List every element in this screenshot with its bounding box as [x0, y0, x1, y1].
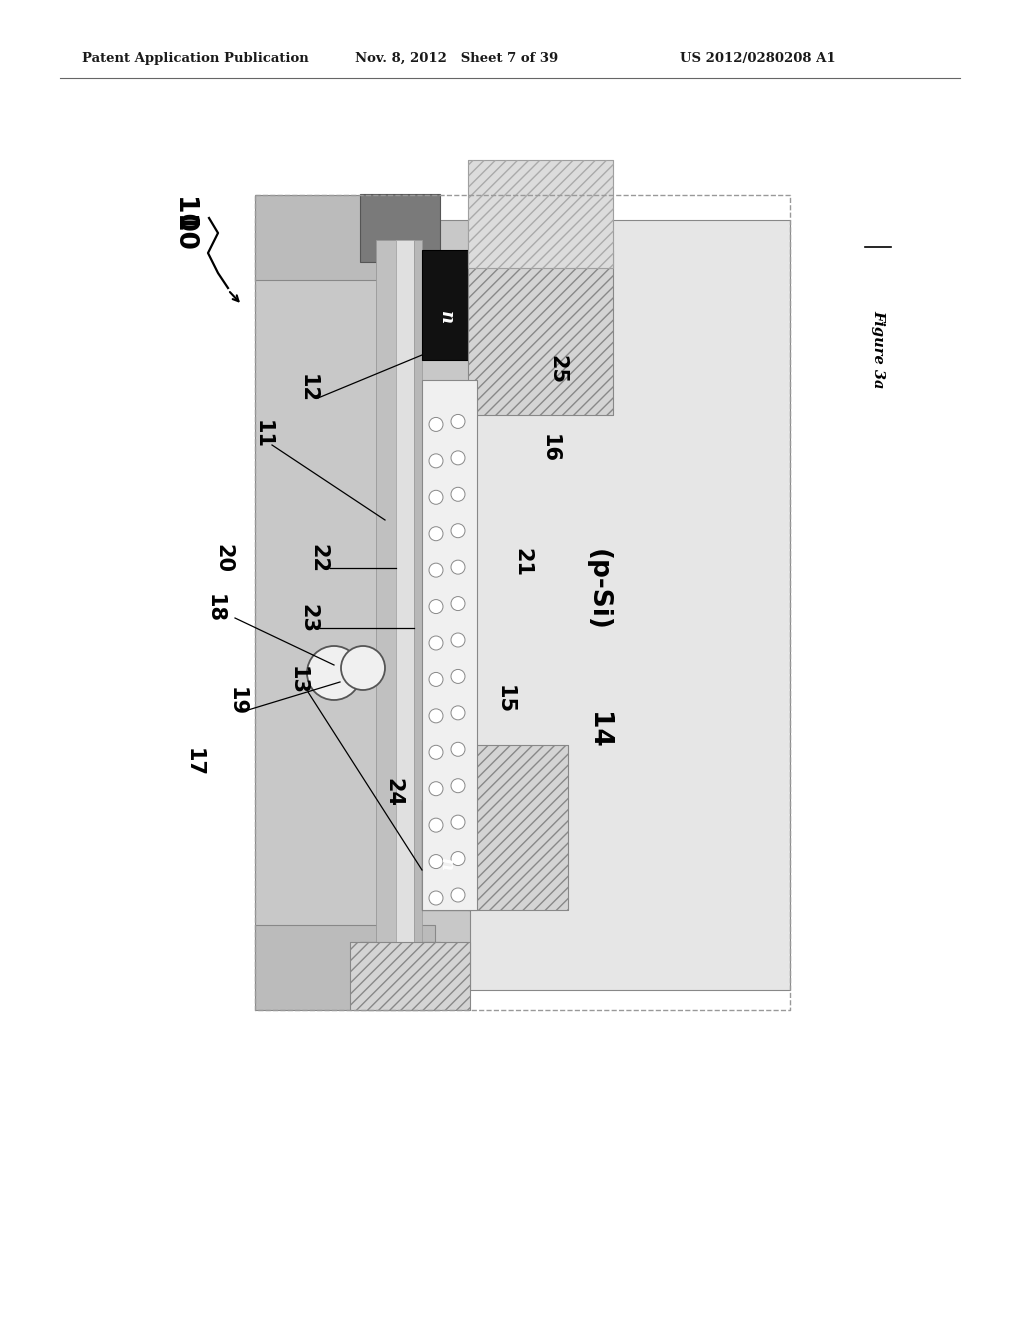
- Bar: [422, 380, 477, 909]
- Text: 10: 10: [170, 215, 196, 252]
- Circle shape: [429, 417, 443, 432]
- Text: 18: 18: [205, 594, 225, 623]
- Text: 25: 25: [547, 355, 567, 384]
- Circle shape: [429, 490, 443, 504]
- Circle shape: [451, 597, 465, 611]
- Circle shape: [429, 564, 443, 577]
- Text: 21: 21: [512, 549, 532, 578]
- Bar: [468, 220, 790, 990]
- Circle shape: [429, 527, 443, 541]
- Text: 12: 12: [298, 374, 318, 403]
- Text: 22: 22: [308, 544, 328, 573]
- Text: (p-Si): (p-Si): [585, 549, 611, 631]
- Circle shape: [429, 672, 443, 686]
- Bar: [350, 942, 470, 1010]
- Circle shape: [307, 645, 361, 700]
- Text: 10: 10: [170, 197, 196, 234]
- Bar: [468, 249, 613, 414]
- Circle shape: [429, 746, 443, 759]
- Circle shape: [429, 709, 443, 723]
- Text: 11: 11: [253, 421, 273, 450]
- Text: 16: 16: [540, 433, 560, 462]
- Bar: [468, 744, 568, 909]
- Circle shape: [341, 645, 385, 690]
- Circle shape: [429, 636, 443, 649]
- Text: 17: 17: [184, 747, 204, 776]
- Circle shape: [451, 414, 465, 429]
- Circle shape: [429, 854, 443, 869]
- Text: 24: 24: [383, 779, 403, 808]
- Bar: [422, 800, 470, 909]
- Circle shape: [429, 454, 443, 467]
- Text: Figure 3a: Figure 3a: [871, 310, 885, 388]
- Text: n: n: [437, 312, 455, 325]
- Circle shape: [429, 891, 443, 906]
- Bar: [360, 942, 440, 1010]
- Bar: [255, 925, 435, 1010]
- Circle shape: [429, 781, 443, 796]
- Bar: [350, 942, 470, 1010]
- Circle shape: [451, 888, 465, 902]
- Text: 13: 13: [288, 665, 308, 694]
- Text: Patent Application Publication: Patent Application Publication: [82, 51, 309, 65]
- Circle shape: [451, 524, 465, 537]
- Bar: [396, 240, 414, 960]
- Circle shape: [451, 779, 465, 793]
- Text: US 2012/0280208 A1: US 2012/0280208 A1: [680, 51, 836, 65]
- Circle shape: [451, 451, 465, 465]
- Bar: [468, 249, 613, 414]
- Circle shape: [451, 706, 465, 719]
- Bar: [255, 220, 470, 990]
- Circle shape: [451, 487, 465, 502]
- Circle shape: [451, 669, 465, 684]
- Circle shape: [451, 851, 465, 866]
- Bar: [422, 249, 470, 360]
- Circle shape: [429, 599, 443, 614]
- Bar: [468, 160, 613, 268]
- Circle shape: [451, 816, 465, 829]
- Bar: [376, 240, 396, 960]
- Bar: [255, 195, 435, 280]
- Text: 14: 14: [585, 711, 611, 748]
- Circle shape: [451, 742, 465, 756]
- Circle shape: [451, 560, 465, 574]
- Text: 19: 19: [227, 688, 247, 717]
- Circle shape: [451, 634, 465, 647]
- Text: 23: 23: [298, 603, 318, 632]
- Bar: [360, 194, 440, 261]
- Bar: [468, 160, 613, 268]
- Text: 15: 15: [495, 685, 515, 714]
- Bar: [468, 744, 568, 909]
- Text: Nov. 8, 2012   Sheet 7 of 39: Nov. 8, 2012 Sheet 7 of 39: [355, 51, 558, 65]
- Text: n: n: [437, 858, 455, 871]
- Circle shape: [429, 818, 443, 832]
- Text: 20: 20: [213, 544, 233, 573]
- Bar: [414, 240, 422, 960]
